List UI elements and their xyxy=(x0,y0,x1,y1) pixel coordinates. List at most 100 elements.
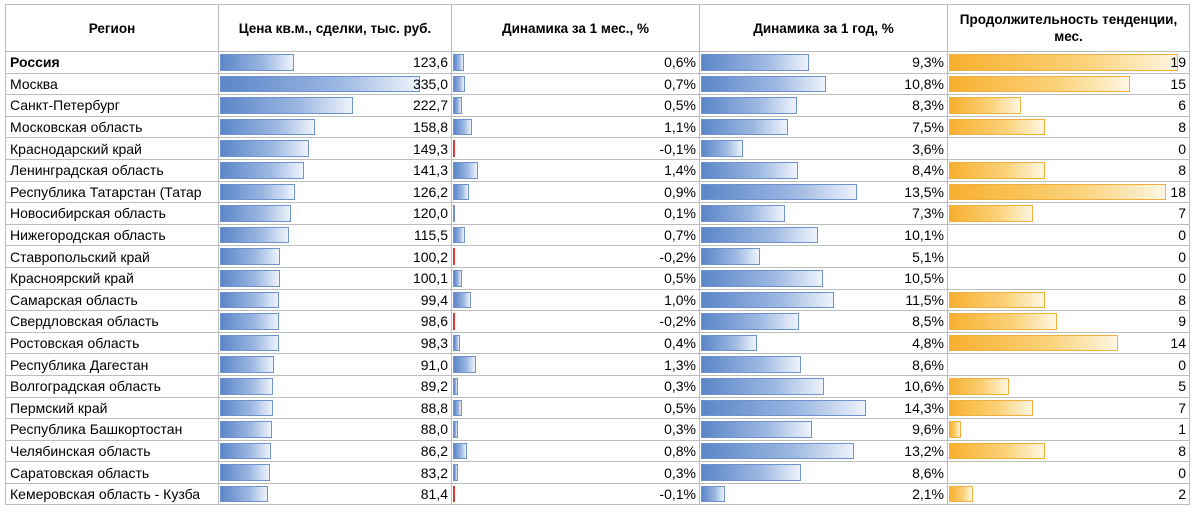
region-cell[interactable]: Пермский край xyxy=(5,396,219,420)
header-trend-duration[interactable]: Продолжительность тенденции, мес. xyxy=(947,4,1190,52)
region-cell[interactable]: Россия xyxy=(5,51,219,74)
trend-duration-cell[interactable]: 2 xyxy=(947,482,1190,506)
price-cell[interactable]: 126,2 xyxy=(218,180,452,204)
trend-duration-cell[interactable]: 5 xyxy=(947,374,1190,398)
trend-duration-cell[interactable]: 18 xyxy=(947,180,1190,204)
month-change-cell[interactable]: 0,5% xyxy=(451,266,700,290)
region-cell[interactable]: Кемеровская область - Кузба xyxy=(5,482,219,506)
month-change-cell[interactable]: 1,0% xyxy=(451,288,700,312)
trend-duration-cell[interactable]: 14 xyxy=(947,331,1190,355)
year-change-cell[interactable]: 14,3% xyxy=(699,396,948,420)
price-cell[interactable]: 89,2 xyxy=(218,374,452,398)
year-change-cell[interactable]: 2,1% xyxy=(699,482,948,506)
trend-duration-cell[interactable]: 7 xyxy=(947,202,1190,225)
trend-duration-cell[interactable]: 0 xyxy=(947,223,1190,247)
price-cell[interactable]: 98,3 xyxy=(218,331,452,355)
month-change-cell[interactable]: 0,3% xyxy=(451,374,700,398)
month-change-cell[interactable]: 0,8% xyxy=(451,439,700,463)
header-month-change[interactable]: Динамика за 1 мес., % xyxy=(451,4,700,52)
region-cell[interactable]: Нижегородская область xyxy=(5,223,219,247)
month-change-cell[interactable]: 0,5% xyxy=(451,94,700,117)
region-cell[interactable]: Свердловская область xyxy=(5,310,219,333)
price-cell[interactable]: 120,0 xyxy=(218,202,452,225)
trend-duration-cell[interactable]: 0 xyxy=(947,137,1190,160)
year-change-cell[interactable]: 10,5% xyxy=(699,266,948,290)
price-cell[interactable]: 141,3 xyxy=(218,158,452,182)
trend-duration-cell[interactable]: 8 xyxy=(947,115,1190,139)
region-cell[interactable]: Челябинская область xyxy=(5,439,219,463)
year-change-cell[interactable]: 8,6% xyxy=(699,353,948,376)
trend-duration-cell[interactable]: 1 xyxy=(947,418,1190,441)
year-change-cell[interactable]: 4,8% xyxy=(699,331,948,355)
month-change-cell[interactable]: 1,1% xyxy=(451,115,700,139)
region-cell[interactable]: Краснодарский край xyxy=(5,137,219,160)
region-cell[interactable]: Санкт-Петербург xyxy=(5,94,219,117)
price-cell[interactable]: 335,0 xyxy=(218,72,452,96)
region-cell[interactable]: Республика Дагестан xyxy=(5,353,219,376)
month-change-cell[interactable]: -0,1% xyxy=(451,482,700,506)
price-cell[interactable]: 158,8 xyxy=(218,115,452,139)
header-region[interactable]: Регион xyxy=(5,4,219,52)
year-change-cell[interactable]: 8,3% xyxy=(699,94,948,117)
header-price[interactable]: Цена кв.м., сделки, тыс. руб. xyxy=(218,4,452,52)
year-change-cell[interactable]: 10,1% xyxy=(699,223,948,247)
trend-duration-cell[interactable]: 0 xyxy=(947,353,1190,376)
price-cell[interactable]: 98,6 xyxy=(218,310,452,333)
header-year-change[interactable]: Динамика за 1 год, % xyxy=(699,4,948,52)
year-change-cell[interactable]: 8,4% xyxy=(699,158,948,182)
price-cell[interactable]: 81,4 xyxy=(218,482,452,506)
trend-duration-cell[interactable]: 6 xyxy=(947,94,1190,117)
trend-duration-cell[interactable]: 0 xyxy=(947,461,1190,484)
region-cell[interactable]: Ростовская область xyxy=(5,331,219,355)
month-change-cell[interactable]: 0,7% xyxy=(451,223,700,247)
price-cell[interactable]: 123,6 xyxy=(218,51,452,74)
month-change-cell[interactable]: -0,2% xyxy=(451,310,700,333)
price-cell[interactable]: 100,1 xyxy=(218,266,452,290)
trend-duration-cell[interactable]: 8 xyxy=(947,288,1190,312)
month-change-cell[interactable]: 0,9% xyxy=(451,180,700,204)
year-change-cell[interactable]: 8,6% xyxy=(699,461,948,484)
region-cell[interactable]: Республика Башкортостан xyxy=(5,418,219,441)
trend-duration-cell[interactable]: 15 xyxy=(947,72,1190,96)
price-cell[interactable]: 149,3 xyxy=(218,137,452,160)
region-cell[interactable]: Волгоградская область xyxy=(5,374,219,398)
year-change-cell[interactable]: 10,8% xyxy=(699,72,948,96)
price-cell[interactable]: 86,2 xyxy=(218,439,452,463)
month-change-cell[interactable]: 1,3% xyxy=(451,353,700,376)
year-change-cell[interactable]: 3,6% xyxy=(699,137,948,160)
trend-duration-cell[interactable]: 8 xyxy=(947,439,1190,463)
month-change-cell[interactable]: -0,2% xyxy=(451,245,700,268)
region-cell[interactable]: Московская область xyxy=(5,115,219,139)
trend-duration-cell[interactable]: 0 xyxy=(947,266,1190,290)
region-cell[interactable]: Новосибирская область xyxy=(5,202,219,225)
month-change-cell[interactable]: 1,4% xyxy=(451,158,700,182)
trend-duration-cell[interactable]: 8 xyxy=(947,158,1190,182)
month-change-cell[interactable]: 0,4% xyxy=(451,331,700,355)
year-change-cell[interactable]: 7,3% xyxy=(699,202,948,225)
trend-duration-cell[interactable]: 0 xyxy=(947,245,1190,268)
year-change-cell[interactable]: 5,1% xyxy=(699,245,948,268)
month-change-cell[interactable]: 0,3% xyxy=(451,461,700,484)
trend-duration-cell[interactable]: 19 xyxy=(947,51,1190,74)
price-cell[interactable]: 222,7 xyxy=(218,94,452,117)
region-cell[interactable]: Ленинградская область xyxy=(5,158,219,182)
month-change-cell[interactable]: 0,3% xyxy=(451,418,700,441)
price-cell[interactable]: 100,2 xyxy=(218,245,452,268)
price-cell[interactable]: 99,4 xyxy=(218,288,452,312)
month-change-cell[interactable]: 0,6% xyxy=(451,51,700,74)
region-cell[interactable]: Красноярский край xyxy=(5,266,219,290)
year-change-cell[interactable]: 13,5% xyxy=(699,180,948,204)
trend-duration-cell[interactable]: 7 xyxy=(947,396,1190,420)
region-cell[interactable]: Ставропольский край xyxy=(5,245,219,268)
region-cell[interactable]: Москва xyxy=(5,72,219,96)
year-change-cell[interactable]: 13,2% xyxy=(699,439,948,463)
price-cell[interactable]: 88,0 xyxy=(218,418,452,441)
price-cell[interactable]: 115,5 xyxy=(218,223,452,247)
year-change-cell[interactable]: 7,5% xyxy=(699,115,948,139)
price-cell[interactable]: 91,0 xyxy=(218,353,452,376)
month-change-cell[interactable]: 0,5% xyxy=(451,396,700,420)
month-change-cell[interactable]: 0,1% xyxy=(451,202,700,225)
trend-duration-cell[interactable]: 9 xyxy=(947,310,1190,333)
year-change-cell[interactable]: 10,6% xyxy=(699,374,948,398)
month-change-cell[interactable]: -0,1% xyxy=(451,137,700,160)
